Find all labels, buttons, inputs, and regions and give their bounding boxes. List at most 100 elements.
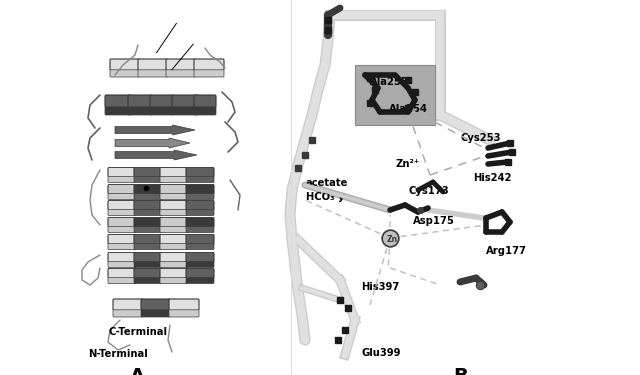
FancyBboxPatch shape xyxy=(169,299,199,310)
FancyBboxPatch shape xyxy=(108,204,136,216)
Text: Arg177: Arg177 xyxy=(486,246,527,256)
FancyBboxPatch shape xyxy=(186,184,214,194)
FancyBboxPatch shape xyxy=(186,204,214,216)
FancyBboxPatch shape xyxy=(105,100,131,115)
FancyBboxPatch shape xyxy=(160,171,188,183)
Polygon shape xyxy=(115,150,197,160)
FancyBboxPatch shape xyxy=(134,204,162,216)
FancyBboxPatch shape xyxy=(160,188,188,200)
FancyBboxPatch shape xyxy=(138,64,168,77)
FancyBboxPatch shape xyxy=(160,272,188,284)
FancyBboxPatch shape xyxy=(160,256,188,267)
FancyBboxPatch shape xyxy=(160,204,188,216)
FancyBboxPatch shape xyxy=(108,238,136,249)
FancyBboxPatch shape xyxy=(110,59,140,70)
FancyBboxPatch shape xyxy=(108,268,136,278)
FancyBboxPatch shape xyxy=(194,59,224,70)
Text: Glu399: Glu399 xyxy=(362,348,401,357)
FancyBboxPatch shape xyxy=(172,95,198,107)
FancyBboxPatch shape xyxy=(134,256,162,267)
Text: Zn²⁺: Zn²⁺ xyxy=(396,159,420,169)
FancyBboxPatch shape xyxy=(134,221,162,232)
Text: Zn: Zn xyxy=(387,234,397,243)
FancyBboxPatch shape xyxy=(128,95,152,107)
FancyBboxPatch shape xyxy=(150,95,174,107)
Text: Cys173: Cys173 xyxy=(408,186,449,196)
Text: HCO₃ y: HCO₃ y xyxy=(306,192,344,202)
FancyBboxPatch shape xyxy=(160,201,188,210)
FancyBboxPatch shape xyxy=(108,168,136,177)
Text: A: A xyxy=(130,368,145,375)
FancyBboxPatch shape xyxy=(186,234,214,244)
FancyBboxPatch shape xyxy=(108,272,136,284)
Text: C-Terminal: C-Terminal xyxy=(108,327,167,337)
FancyBboxPatch shape xyxy=(108,201,136,210)
FancyBboxPatch shape xyxy=(134,168,162,177)
FancyBboxPatch shape xyxy=(172,100,198,115)
FancyBboxPatch shape xyxy=(141,304,171,317)
FancyBboxPatch shape xyxy=(186,217,214,226)
FancyBboxPatch shape xyxy=(186,268,214,278)
FancyBboxPatch shape xyxy=(166,64,196,77)
FancyBboxPatch shape xyxy=(194,95,216,107)
FancyBboxPatch shape xyxy=(105,95,131,107)
FancyBboxPatch shape xyxy=(150,100,174,115)
FancyBboxPatch shape xyxy=(113,299,143,310)
FancyBboxPatch shape xyxy=(108,217,136,226)
FancyBboxPatch shape xyxy=(134,238,162,249)
Text: Ala255: Ala255 xyxy=(370,77,409,87)
FancyBboxPatch shape xyxy=(186,188,214,200)
Bar xyxy=(355,65,435,125)
FancyBboxPatch shape xyxy=(166,59,196,70)
FancyBboxPatch shape xyxy=(160,252,188,262)
Polygon shape xyxy=(115,138,190,148)
FancyBboxPatch shape xyxy=(160,268,188,278)
FancyBboxPatch shape xyxy=(108,221,136,232)
FancyBboxPatch shape xyxy=(134,201,162,210)
FancyBboxPatch shape xyxy=(134,188,162,200)
FancyBboxPatch shape xyxy=(160,168,188,177)
FancyBboxPatch shape xyxy=(186,171,214,183)
FancyBboxPatch shape xyxy=(134,272,162,284)
Text: Asp175: Asp175 xyxy=(413,216,454,226)
FancyBboxPatch shape xyxy=(186,221,214,232)
FancyBboxPatch shape xyxy=(194,64,224,77)
FancyBboxPatch shape xyxy=(128,100,152,115)
FancyBboxPatch shape xyxy=(108,234,136,244)
FancyBboxPatch shape xyxy=(134,217,162,226)
FancyBboxPatch shape xyxy=(134,252,162,262)
FancyBboxPatch shape xyxy=(108,184,136,194)
Polygon shape xyxy=(115,125,195,135)
FancyBboxPatch shape xyxy=(160,184,188,194)
FancyBboxPatch shape xyxy=(186,252,214,262)
FancyBboxPatch shape xyxy=(110,64,140,77)
FancyBboxPatch shape xyxy=(108,256,136,267)
FancyBboxPatch shape xyxy=(169,304,199,317)
FancyBboxPatch shape xyxy=(134,268,162,278)
Text: His242: His242 xyxy=(474,173,512,183)
Text: B: B xyxy=(453,368,468,375)
FancyBboxPatch shape xyxy=(160,221,188,232)
FancyBboxPatch shape xyxy=(108,252,136,262)
FancyBboxPatch shape xyxy=(113,304,143,317)
FancyBboxPatch shape xyxy=(186,168,214,177)
FancyBboxPatch shape xyxy=(134,184,162,194)
Text: acetate: acetate xyxy=(306,178,348,188)
FancyBboxPatch shape xyxy=(138,59,168,70)
Text: N-Terminal: N-Terminal xyxy=(88,350,148,359)
FancyBboxPatch shape xyxy=(108,188,136,200)
FancyBboxPatch shape xyxy=(186,238,214,249)
FancyBboxPatch shape xyxy=(141,299,171,310)
FancyBboxPatch shape xyxy=(186,272,214,284)
FancyBboxPatch shape xyxy=(160,217,188,226)
Text: Cys253: Cys253 xyxy=(461,133,501,143)
FancyBboxPatch shape xyxy=(108,171,136,183)
FancyBboxPatch shape xyxy=(160,238,188,249)
FancyBboxPatch shape xyxy=(194,100,216,115)
FancyBboxPatch shape xyxy=(160,234,188,244)
Text: His397: His397 xyxy=(362,282,400,292)
FancyBboxPatch shape xyxy=(186,256,214,267)
FancyBboxPatch shape xyxy=(134,171,162,183)
Text: Ala254: Ala254 xyxy=(389,104,428,114)
FancyBboxPatch shape xyxy=(186,201,214,210)
